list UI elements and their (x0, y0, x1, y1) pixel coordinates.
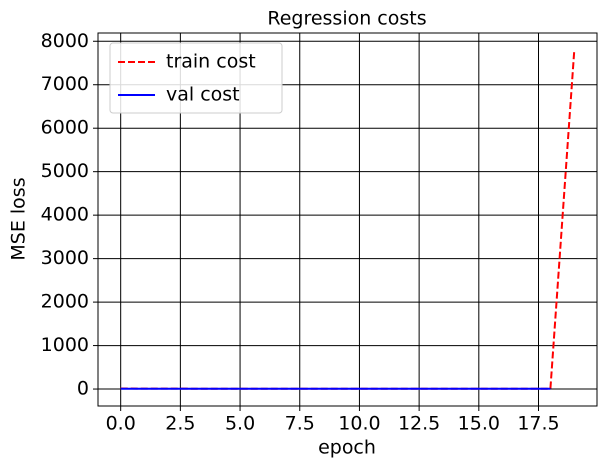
x-tick-label: 0.0 (106, 413, 136, 435)
y-tick-label: 6000 (41, 117, 89, 139)
y-tick-label: 8000 (41, 30, 89, 52)
y-tick-label: 2000 (41, 291, 89, 313)
legend-label: train cost (166, 51, 256, 73)
y-tick-label: 1000 (41, 334, 89, 356)
plot-frame (97, 32, 598, 407)
x-tick-label: 10.0 (338, 413, 380, 435)
legend-label: val cost (166, 84, 240, 106)
x-tick-label: 7.5 (285, 413, 315, 435)
y-tick-label: 5000 (41, 160, 89, 182)
y-axis-label: MSE loss (8, 177, 30, 260)
y-tick-label: 7000 (41, 73, 89, 95)
x-tick-label: 2.5 (165, 413, 195, 435)
y-tick-label: 0 (77, 378, 89, 400)
x-tick-label: 5.0 (225, 413, 255, 435)
chart-title: Regression costs (267, 8, 426, 30)
x-axis-label: epoch (318, 437, 376, 459)
x-tick-label: 12.5 (398, 413, 440, 435)
x-tick-label: 17.5 (517, 413, 559, 435)
y-tick-label: 3000 (41, 247, 89, 269)
x-tick-label: 15.0 (458, 413, 500, 435)
y-tick-label: 4000 (41, 204, 89, 226)
